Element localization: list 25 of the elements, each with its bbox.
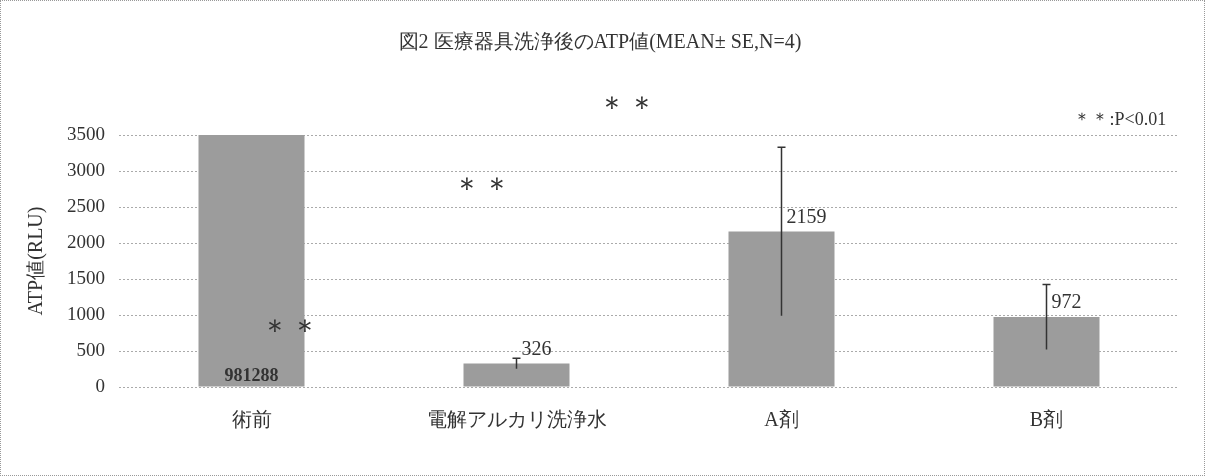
x-tick-label: B剤 <box>1029 408 1064 431</box>
text: ＊＊:P<0.01 <box>1073 108 1167 129</box>
annotation: 981288 <box>224 364 279 385</box>
text: ＊＊ <box>596 90 657 124</box>
x-tick-label: A剤 <box>764 408 799 431</box>
bar <box>993 317 1100 387</box>
y-tick-label: 2500 <box>67 194 105 216</box>
data-label: 2159 <box>786 204 827 227</box>
y-tick-label: 3500 <box>67 122 105 144</box>
annotation: ＊＊ <box>452 170 513 204</box>
y-tick-label: 1000 <box>67 302 105 324</box>
y-tick-label: 2000 <box>67 230 105 252</box>
bar <box>463 363 570 387</box>
x-tick-label: 術前 <box>231 408 272 431</box>
bar <box>728 231 835 387</box>
x-tick-label: 電解アルカリ洗浄水 <box>426 408 607 431</box>
data-label: 972 <box>1051 290 1082 313</box>
y-tick-label: 3000 <box>67 158 105 180</box>
data-label: 326 <box>521 336 552 359</box>
annotation: ＊＊ <box>259 312 320 346</box>
y-tick-label: 1500 <box>67 266 105 288</box>
chart-title: 図2 医療器具洗浄後のATP値(MEAN± SE,N=4) <box>398 30 802 54</box>
y-tick-label: 500 <box>76 338 105 360</box>
y-axis-title: ATP値(RLU) <box>24 206 48 316</box>
y-tick-label: 0 <box>95 374 105 396</box>
